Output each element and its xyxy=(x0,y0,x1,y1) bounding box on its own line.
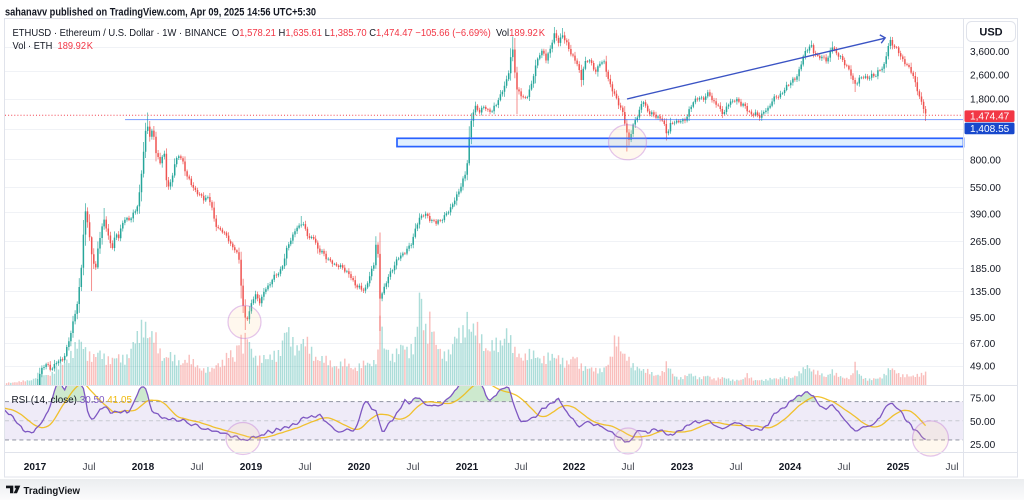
svg-text:Jul: Jul xyxy=(946,462,959,473)
svg-text:2021: 2021 xyxy=(456,462,479,473)
svg-text:50.00: 50.00 xyxy=(970,417,996,428)
svg-text:Vol · ETH 189.92 K: Vol · ETH 189.92 K xyxy=(13,41,94,52)
svg-text:95.00: 95.00 xyxy=(970,313,996,324)
svg-text:sahanavv published on TradingV: sahanavv published on TradingView.com, A… xyxy=(5,7,316,19)
svg-text:1,408.55: 1,408.55 xyxy=(970,124,1010,135)
svg-text:Jul: Jul xyxy=(83,462,96,473)
svg-text:USD: USD xyxy=(979,27,1002,39)
svg-text:Jul: Jul xyxy=(622,462,635,473)
svg-text:25.00: 25.00 xyxy=(970,440,996,451)
svg-text:2022: 2022 xyxy=(563,462,586,473)
svg-text:ETHUSD · Ethereum / U.S. Dolla: ETHUSD · Ethereum / U.S. Dollar · 1W · B… xyxy=(13,28,546,39)
svg-text:2018: 2018 xyxy=(132,462,155,473)
svg-text:Jul: Jul xyxy=(191,462,204,473)
svg-text:2,600.00: 2,600.00 xyxy=(970,71,1010,82)
svg-text:75.00: 75.00 xyxy=(970,393,996,404)
svg-text:TradingView: TradingView xyxy=(24,486,81,497)
svg-text:2017: 2017 xyxy=(24,462,47,473)
svg-text:2020: 2020 xyxy=(348,462,371,473)
svg-text:67.00: 67.00 xyxy=(970,339,996,350)
svg-text:Jul: Jul xyxy=(838,462,851,473)
svg-text:Jul: Jul xyxy=(730,462,743,473)
svg-text:800.00: 800.00 xyxy=(970,156,1001,167)
svg-text:49.00: 49.00 xyxy=(970,362,996,373)
svg-text:RSI (14, close) 30.50 41.05: RSI (14, close) 30.50 41.05 xyxy=(12,395,133,406)
svg-text:2023: 2023 xyxy=(671,462,694,473)
svg-text:Jul: Jul xyxy=(407,462,420,473)
svg-text:550.00: 550.00 xyxy=(970,183,1001,194)
svg-text:3,600.00: 3,600.00 xyxy=(970,47,1010,58)
svg-text:265.00: 265.00 xyxy=(970,237,1001,248)
svg-text:2019: 2019 xyxy=(240,462,263,473)
svg-text:390.00: 390.00 xyxy=(970,210,1001,221)
svg-text:135.00: 135.00 xyxy=(970,287,1001,298)
svg-text:Jul: Jul xyxy=(515,462,528,473)
svg-text:2025: 2025 xyxy=(887,462,910,473)
svg-text:Jul: Jul xyxy=(299,462,312,473)
svg-text:2024: 2024 xyxy=(779,462,802,473)
svg-text:185.00: 185.00 xyxy=(970,264,1001,275)
svg-text:1,474.47: 1,474.47 xyxy=(970,112,1010,123)
svg-text:1,800.00: 1,800.00 xyxy=(970,95,1010,106)
